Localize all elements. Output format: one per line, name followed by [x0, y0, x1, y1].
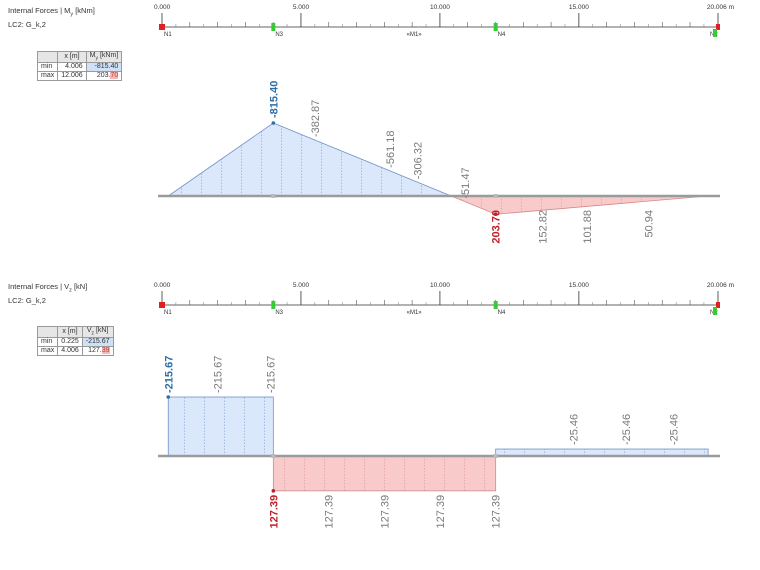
node-support-marker: [271, 301, 276, 309]
node-support-marker: [713, 307, 717, 315]
vz-value-label: -215.67: [265, 356, 277, 393]
node-support-marker: [713, 29, 717, 37]
my-min-point: [271, 121, 276, 125]
vz-negative-block: [167, 396, 274, 457]
table-row: max 12.006 203.70: [36, 71, 123, 82]
max-value: 127.39: [81, 346, 114, 357]
max-value: 203.70: [85, 71, 123, 82]
vz-value-label: -25.46: [668, 414, 680, 445]
my-value-label: 101.88: [582, 210, 594, 244]
max-x: 12.006: [57, 71, 87, 82]
node-end-marker: [716, 302, 720, 308]
ruler-node-label: N4: [498, 32, 506, 38]
vz-node-dot: [493, 454, 498, 458]
vz-value-label: -215.67: [163, 356, 175, 393]
vz-value-label: -215.67: [213, 356, 225, 393]
ruler-my: 0.000 5.000 10.000 15.000 20.006 m N1 N3 «M1» N4…: [154, 4, 734, 38]
vz-positive-block: [272, 455, 497, 492]
node-support-marker: [271, 23, 276, 31]
col-value-header: My [kNm]: [85, 50, 123, 64]
my-node-dot: [493, 194, 498, 198]
title-text: Internal Forces | M: [8, 6, 71, 15]
vz-value-label: 127.39: [268, 495, 280, 529]
chart-vz: -215.67 -215.67 -215.67 127.39 127.39 127.39 1…: [158, 356, 720, 529]
ruler-tick-label: 5.000: [293, 282, 310, 289]
ruler-tick-label: 15.000: [569, 4, 589, 11]
my-node-dot: [271, 194, 276, 198]
ruler-node-label: N3: [275, 310, 283, 316]
my-value-label: 152.82: [538, 210, 550, 244]
vz-value-label: -25.46: [621, 414, 633, 445]
node-start-marker: [159, 24, 165, 30]
node-start-marker: [159, 302, 165, 308]
panel-my-title: Internal Forces | My [kNm] LC2: G_k,2: [8, 6, 95, 30]
vz-node-dot: [271, 454, 276, 458]
col-x-header: x [m]: [57, 50, 87, 64]
title-unit: [kNm]: [73, 6, 95, 15]
ruler-node-label: N3: [275, 32, 283, 38]
vz-min-point: [166, 395, 171, 399]
title-subscript: z: [69, 287, 72, 294]
my-value-label: -382.87: [310, 100, 322, 137]
max-label: max: [36, 346, 59, 357]
ruler-node-label: N1: [164, 32, 172, 38]
vz-value-label: 127.39: [490, 495, 502, 529]
title-subscript: y: [70, 11, 74, 18]
load-case-label: LC2: G_k,2: [8, 19, 46, 29]
my-value-label: -561.18: [385, 131, 397, 168]
vz-value-label: -25.46: [568, 414, 580, 445]
ruler-vz: 0.000 5.000 10.000 15.000 20.006 m N1 N3 «M1» N4…: [154, 282, 734, 316]
load-case-label: LC2: G_k,2: [8, 295, 46, 305]
my-value-label: -815.40: [268, 81, 280, 118]
vz-value-label: 127.39: [435, 495, 447, 529]
ruler-tick-label: 10.000: [430, 282, 450, 289]
ruler-tick-label: 0.000: [154, 282, 171, 289]
chart-my: -815.40 -382.87 -561.18 -306.32 -51.47 203.70…: [158, 81, 720, 244]
node-support-marker: [493, 23, 498, 31]
my-max-point: [493, 212, 498, 217]
node-support-marker: [493, 301, 498, 309]
table-row: max 4.006 127.39: [36, 346, 114, 357]
node-end-marker: [716, 24, 720, 30]
my-extremes-table: x [m] My [kNm] min 4.006 -815.40 max 12.006 2…: [36, 50, 123, 82]
ruler-tick-label: 10.000: [430, 4, 450, 11]
title-text: Internal Forces | V: [8, 282, 70, 291]
col-value-header: Vz [kN]: [81, 325, 114, 339]
my-value-label: 50.94: [643, 210, 655, 238]
vz-value-label: 127.39: [324, 495, 336, 529]
my-value-label: -306.32: [413, 142, 425, 179]
ruler-node-label: N1: [164, 310, 172, 316]
ruler-node-label: N4: [498, 310, 506, 316]
ruler-tick-label: 20.006 m: [707, 282, 734, 289]
title-unit: [kN]: [71, 282, 88, 291]
ruler-tick-label: 15.000: [569, 282, 589, 289]
vz-extremes-table: x [m] Vz [kN] min 0.225 -215.67 max 4.006 127…: [36, 325, 114, 357]
vz-value-label: 127.39: [379, 495, 391, 529]
my-value-label: -51.47: [460, 167, 472, 198]
panel-vz-title: Internal Forces | Vz [kN] LC2: G_k,2: [8, 282, 87, 306]
ruler-tick-label: 20.006 m: [707, 4, 734, 11]
vz-max-point: [271, 489, 276, 493]
ruler-tick-label: 5.000: [293, 4, 310, 11]
my-value-label: 203.70: [491, 210, 503, 244]
ruler-node-label: «M1»: [407, 310, 423, 316]
ruler-tick-label: 0.000: [154, 4, 171, 11]
ruler-node-label: «M1»: [407, 32, 423, 38]
